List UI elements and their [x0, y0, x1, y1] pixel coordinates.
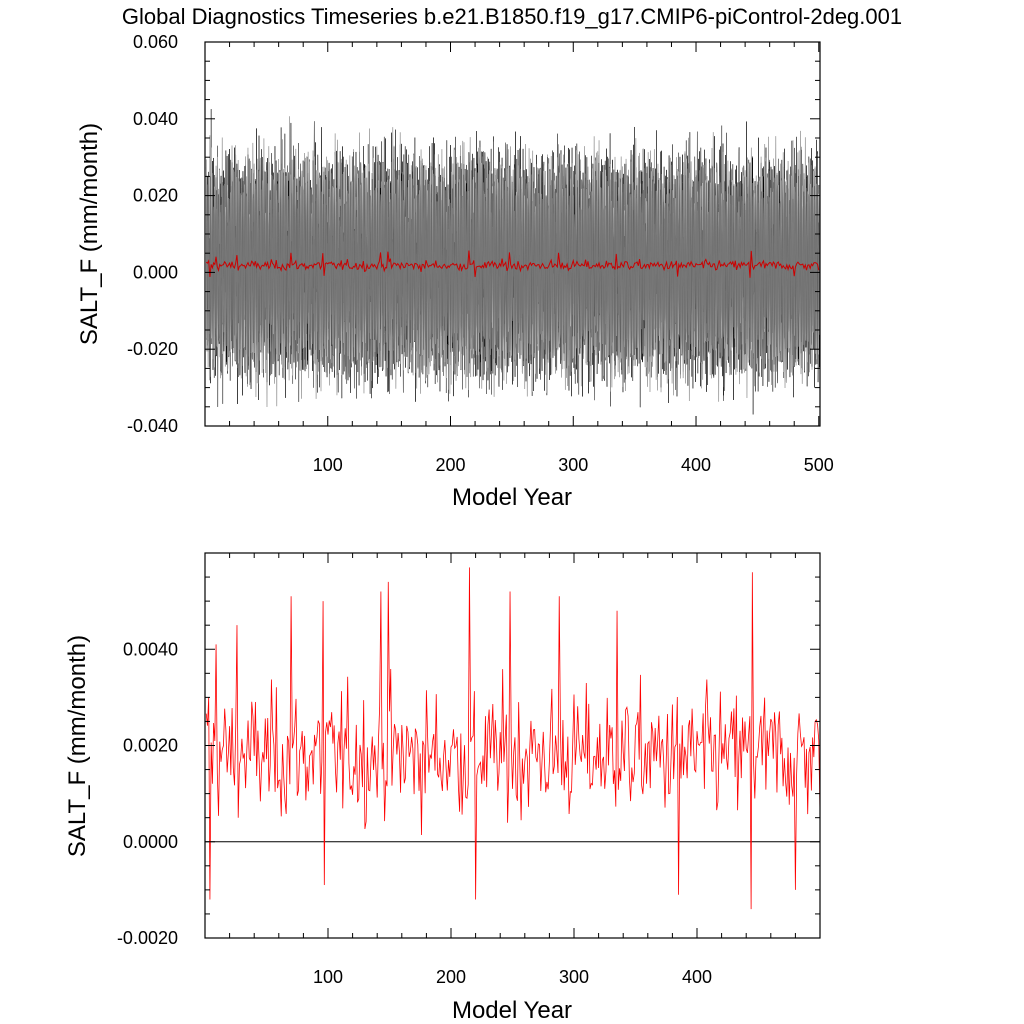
figure-title: Global Diagnostics Timeseries b.e21.B185… [122, 4, 902, 29]
annual-mean-series-line [205, 567, 821, 910]
x-tick-label: 100 [313, 967, 343, 987]
bottom-series-group [205, 567, 821, 910]
top-panel: SALT_F (mm/month) Model Year 100 200 300 40… [76, 32, 834, 511]
x-tick-label: 400 [681, 455, 711, 475]
top-axes-group: 100 200 300 400 500 -0.040 -0.020 0.000 0.020 0.0… [127, 32, 834, 475]
bottom-axes-group: 100 200 300 400 -0.0020 0.0000 0.0020 0.0040 [117, 552, 821, 987]
bottom-y-axis-label: SALT_F (mm/month) [64, 635, 91, 857]
bottom-x-axis-label: Model Year [452, 997, 572, 1024]
y-tick-label: -0.040 [127, 416, 178, 436]
y-tick-label: -0.020 [127, 339, 178, 359]
y-tick-label: 0.0020 [123, 736, 178, 756]
y-tick-label: -0.0020 [117, 928, 178, 948]
bottom-panel: SALT_F (mm/month) Model Year 100 200 300 40… [64, 552, 821, 1024]
x-tick-label: 300 [559, 967, 589, 987]
y-tick-label: 0.000 [133, 262, 178, 282]
top-series-group [205, 109, 821, 415]
y-tick-label: 0.060 [133, 32, 178, 52]
y-tick-label: 0.0040 [123, 639, 178, 659]
y-tick-label: 0.040 [133, 109, 178, 129]
x-tick-label: 500 [804, 455, 834, 475]
x-tick-label: 300 [558, 455, 588, 475]
top-x-axis-label: Model Year [452, 484, 572, 511]
y-tick-label: 0.020 [133, 186, 178, 206]
y-tick-label: 0.0000 [123, 832, 178, 852]
top-y-axis-label: SALT_F (mm/month) [76, 123, 103, 345]
annual-mean-series-line [205, 250, 820, 278]
x-tick-label: 100 [313, 455, 343, 475]
x-tick-label: 400 [682, 967, 712, 987]
x-tick-label: 200 [435, 455, 465, 475]
x-tick-label: 200 [436, 967, 466, 987]
monthly-series-line-grey [205, 116, 821, 408]
